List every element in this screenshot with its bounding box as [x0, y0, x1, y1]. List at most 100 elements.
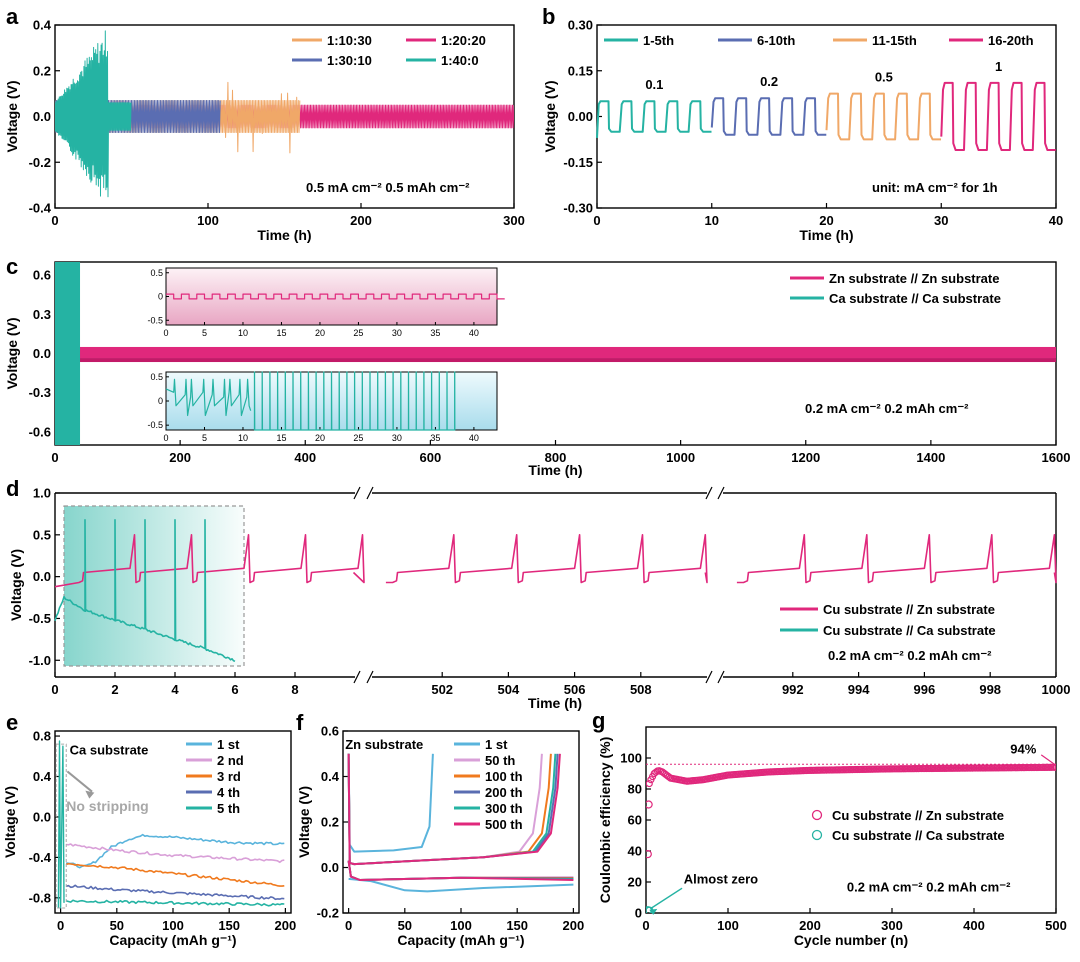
x-tick-label: 0: [57, 918, 64, 933]
series-charge-300th: [347, 753, 557, 866]
current-density-label: 0.2: [760, 74, 778, 89]
y-axis-label: Voltage (V): [296, 786, 312, 858]
panel-b: 0 10 20 30 40 -0.30 -0.15 0.00 0.15 0.30 Time (h) V…: [542, 4, 1063, 243]
inset-ca-short-circuit-lines: [253, 371, 456, 431]
x-tick-label: 2: [111, 682, 118, 697]
y-tick-label: 0.8: [33, 729, 51, 744]
y-tick-label: 40: [628, 844, 642, 859]
x-tick-label: 998: [979, 682, 1001, 697]
annotation-arrow-line: [650, 887, 683, 909]
x-tick-label: 1200: [791, 450, 820, 465]
inset-y-tick-label: -0.5: [147, 315, 163, 325]
x-tick-label: 300: [881, 918, 903, 933]
series-line-6-10th: [710, 97, 827, 136]
inset-x-tick-label: 20: [315, 433, 325, 443]
x-tick-label: 150: [218, 918, 240, 933]
x-axis-label: Capacity (mAh g⁻¹): [109, 932, 236, 948]
x-tick-label: 500: [1045, 918, 1067, 933]
panel-label: c: [6, 254, 18, 279]
x-tick-label: 0: [51, 682, 58, 697]
legend-label: 11-15th: [872, 33, 917, 48]
almost-zero-annotation: Almost zero: [684, 872, 758, 887]
y-tick-label: -0.2: [29, 155, 51, 170]
legend-label: 4 th: [217, 785, 240, 800]
panel-label: f: [296, 710, 304, 735]
y-tick-label: -0.4: [29, 850, 52, 865]
plot-area: [55, 30, 514, 198]
arrow-head-icon: [85, 790, 95, 799]
data-point-cu-zn: [646, 850, 652, 859]
inset-y-tick-label: -0.5: [147, 420, 163, 430]
inset-ca: 0 5 10 15 20 25 30 35 40-0.500.5: [147, 371, 498, 443]
x-axis-label: Time (h): [257, 227, 311, 243]
legend-label: Cu substrate // Ca substrate: [823, 623, 996, 638]
legend-label: 50 th: [485, 753, 515, 768]
inset-x-tick-label: 40: [469, 433, 479, 443]
condition-annotation: 0.2 mA cm⁻² 0.2 mAh cm⁻²: [828, 648, 992, 663]
y-tick-label: 0.5: [33, 527, 51, 542]
legend-label: 1 st: [217, 737, 240, 752]
legend-label: 1:10:30: [327, 33, 372, 48]
current-density-label: 0.1: [645, 77, 663, 92]
y-tick-label: 80: [628, 782, 642, 797]
data-point-cu-zn: [646, 800, 653, 809]
x-axis-label: Capacity (mAh g⁻¹): [397, 932, 524, 948]
legend-label: Ca substrate // Ca substrate: [829, 291, 1001, 306]
y-tick-label: 60: [628, 813, 642, 828]
y-tick-label: 0.0: [33, 569, 51, 584]
x-tick-label: 8: [291, 682, 298, 697]
series-line-cu-zn: [385, 534, 708, 584]
axis-break-mark: [366, 670, 374, 684]
x-tick-label: 1000: [666, 450, 695, 465]
panel-c: 200 400 600 800 1000 1200 1400 1600-0.6-0.30.00…: [4, 254, 1070, 478]
inset-zn-line: [166, 293, 505, 300]
inset-x-tick-label: 40: [469, 328, 479, 338]
current-density-label: 0.5: [875, 69, 893, 84]
inset-x-tick-label: 35: [430, 433, 440, 443]
arrow-line: [66, 770, 93, 793]
panel-label: g: [592, 708, 605, 733]
x-tick-label: 600: [420, 450, 442, 465]
inset-ca-early-line: [165, 378, 252, 417]
plot-area: [55, 262, 1056, 445]
y-tick-label: -0.4: [29, 201, 52, 216]
inset-x-tick-label: 25: [353, 433, 363, 443]
legend: Zn substrate // Zn substrate Ca substrate…: [790, 271, 1001, 306]
legend-label: 5 th: [217, 801, 240, 816]
panel-title: Zn substrate: [345, 737, 423, 752]
y-tick-label: 0: [635, 906, 642, 921]
panel-title: Ca substrate: [70, 742, 149, 757]
y-tick-label: 0.30: [568, 18, 593, 33]
plot-area: [347, 753, 574, 893]
x-tick-label: 100: [450, 918, 472, 933]
x-tick-label: 996: [914, 682, 936, 697]
y-tick-label: 0.4: [33, 18, 52, 33]
series-discharge-1st: [348, 877, 574, 893]
panel-label: e: [6, 710, 18, 735]
series-line-3rd: [65, 862, 285, 887]
legend-label: 1:20:20: [441, 33, 486, 48]
x-tick-label: 20: [819, 213, 833, 228]
inset-x-tick-label: 25: [353, 328, 363, 338]
x-tick-label: 508: [630, 682, 652, 697]
y-tick-label: 0.0: [321, 860, 339, 875]
panel-d: d 0 2 4 6 8 502 504 506 508 992 994 996 998 1000 -1.0 -0…: [6, 476, 1070, 711]
no-stripping-box: [55, 743, 67, 909]
x-axis-label: Time (h): [528, 695, 582, 711]
series-line-cu-ca: [54, 519, 236, 663]
y-tick-label: 0.15: [568, 63, 593, 78]
inset-x-tick-label: 5: [202, 433, 207, 443]
legend-label: 500 th: [485, 817, 523, 832]
panel-label: d: [6, 476, 19, 501]
efficiency-annotation: 94%: [1010, 741, 1036, 756]
legend-label: Zn substrate // Zn substrate: [829, 271, 999, 286]
y-tick-label: 0.0: [33, 346, 51, 361]
x-tick-label: 400: [963, 918, 985, 933]
x-tick-label: 0: [593, 213, 600, 228]
series-line-1-40-0: [55, 30, 132, 198]
annotation-arrow-line: [1040, 754, 1055, 765]
axis-break-mark: [353, 486, 361, 500]
y-tick-label: -0.2: [317, 906, 339, 921]
series-line-1st: [66, 833, 285, 869]
